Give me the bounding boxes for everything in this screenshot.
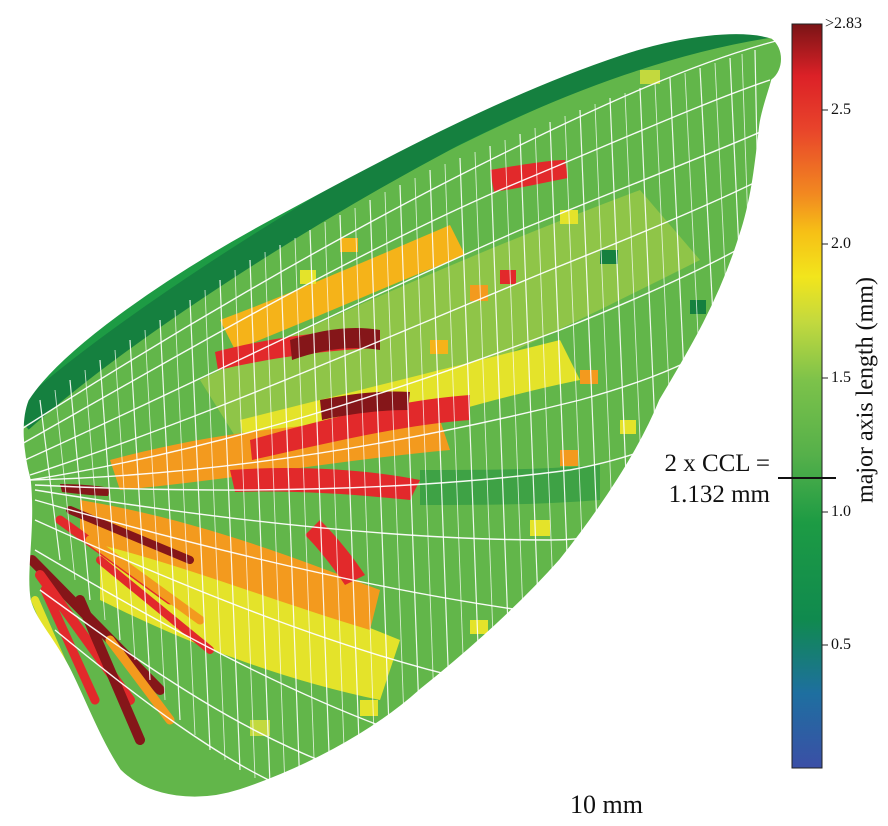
colorbar-tick-0-5: 0.5 (831, 636, 851, 653)
dark-red-streak-1 (290, 328, 380, 360)
orange-zone-center (110, 420, 450, 490)
colorbar-title-text: major axis length (mm) (852, 277, 879, 503)
colorbar-tick-2-0: 2.0 (831, 235, 851, 252)
ccl-annotation-line1: 2 x CCL = (664, 450, 770, 477)
wing (22, 32, 783, 799)
red-band-5 (305, 520, 365, 585)
dark-red-streak-2 (320, 391, 410, 420)
colorbar-gradient (791, 23, 823, 769)
colorbar-tick-1-0: 1.0 (831, 503, 851, 520)
colorbar (791, 23, 828, 769)
colorbar-tick-max: >2.83 (825, 15, 863, 32)
red-band-3 (230, 468, 420, 500)
light-green-zone (200, 190, 700, 460)
dark-green-patches (420, 465, 600, 505)
leading-edge-strip (22, 33, 782, 430)
colorbar-tick-1-5: 1.5 (831, 369, 851, 386)
minor-cross-veins (54, 53, 753, 789)
colorbar-ticks (822, 109, 828, 646)
ccl-annotation: 2 x CCL = 1.132 mm (664, 448, 770, 510)
ccl-annotation-line2: 1.132 mm (668, 481, 770, 508)
colorbar-tick-2-5: 2.5 (831, 101, 851, 118)
wing-outline (22, 32, 783, 799)
red-band-2 (250, 395, 470, 460)
scale-bar-label: 10 mm (570, 790, 643, 819)
red-band-4 (490, 160, 568, 192)
